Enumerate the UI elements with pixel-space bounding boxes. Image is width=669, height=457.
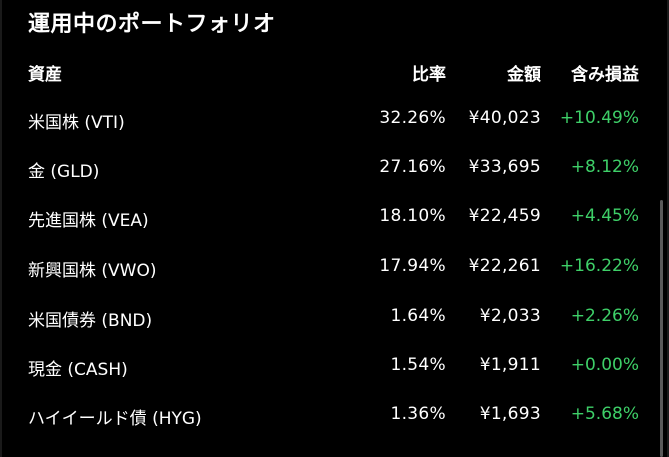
asset-amount: ¥22,261 xyxy=(468,256,541,276)
asset-name: 米国債券 (BND) xyxy=(28,311,153,331)
table-row[interactable]: 新興国株 (VWO) 17.94% ¥22,261 +16.22% xyxy=(2,256,667,286)
table-row[interactable]: 米国株 (VTI) 32.26% ¥40,023 +10.49% xyxy=(2,108,667,138)
asset-amount: ¥40,023 xyxy=(468,108,541,128)
column-header-asset: 資産 xyxy=(28,65,62,85)
column-header-gain: 含み損益 xyxy=(571,65,639,85)
asset-amount: ¥33,695 xyxy=(468,157,541,177)
column-header-ratio: 比率 xyxy=(412,65,446,85)
asset-gain: +16.22% xyxy=(559,256,639,276)
table-header: 資産 比率 金額 含み損益 xyxy=(2,60,667,86)
asset-gain: +8.12% xyxy=(570,157,639,177)
asset-name: 新興国株 (VWO) xyxy=(28,261,157,281)
asset-ratio: 1.54% xyxy=(390,355,446,375)
asset-ratio: 32.26% xyxy=(379,108,446,128)
asset-gain: +2.26% xyxy=(570,306,639,326)
asset-name: 現金 (CASH) xyxy=(28,360,128,380)
table-row[interactable]: 先進国株 (VEA) 18.10% ¥22,459 +4.45% xyxy=(2,206,667,236)
table-row[interactable]: 現金 (CASH) 1.54% ¥1,911 +0.00% xyxy=(2,355,667,385)
asset-gain: +5.68% xyxy=(570,404,639,424)
asset-amount: ¥1,911 xyxy=(479,355,541,375)
asset-amount: ¥22,459 xyxy=(468,206,541,226)
asset-ratio: 17.94% xyxy=(379,256,446,276)
column-header-amount: 金額 xyxy=(507,65,541,85)
asset-amount: ¥1,693 xyxy=(479,404,541,424)
asset-ratio: 1.36% xyxy=(390,404,446,424)
asset-gain: +10.49% xyxy=(559,108,639,128)
asset-ratio: 1.64% xyxy=(390,306,446,326)
asset-gain: +0.00% xyxy=(570,355,639,375)
asset-name: 金 (GLD) xyxy=(28,162,100,182)
asset-ratio: 27.16% xyxy=(379,157,446,177)
page-title: 運用中のポートフォリオ xyxy=(28,12,276,37)
asset-gain: +4.45% xyxy=(570,206,639,226)
asset-amount: ¥2,033 xyxy=(479,306,541,326)
table-row[interactable]: 金 (GLD) 27.16% ¥33,695 +8.12% xyxy=(2,157,667,187)
vertical-scrollbar[interactable] xyxy=(660,200,663,457)
asset-name: 先進国株 (VEA) xyxy=(28,211,149,231)
asset-name: ハイイールド債 (HYG) xyxy=(28,409,202,429)
asset-name: 米国株 (VTI) xyxy=(28,113,125,133)
table-row[interactable]: 米国債券 (BND) 1.64% ¥2,033 +2.26% xyxy=(2,306,667,336)
table-row[interactable]: ハイイールド債 (HYG) 1.36% ¥1,693 +5.68% xyxy=(2,404,667,434)
asset-ratio: 18.10% xyxy=(379,206,446,226)
